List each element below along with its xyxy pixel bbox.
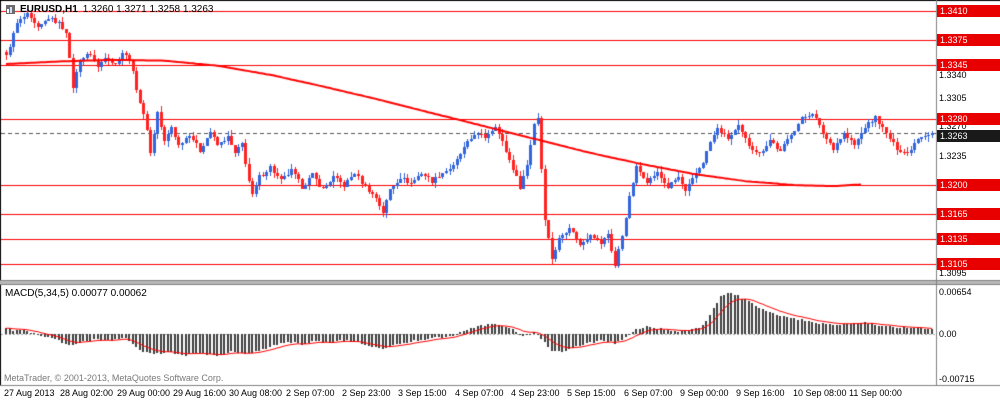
copyright-label: MetaTrader, © 2001-2013, MetaQuotes Soft… <box>4 373 224 383</box>
chart-header: EURUSD,H1 1.3260 1.3271 1.3258 1.3263 <box>6 4 213 15</box>
time-axis-label: 29 Aug 16:00 <box>173 388 227 398</box>
time-axis-label: 2 Sep 07:00 <box>286 388 335 398</box>
ohlc-quote-label: 1.3260 1.3271 1.3258 1.3263 <box>82 4 214 15</box>
time-axis-label: 30 Aug 08:00 <box>229 388 283 398</box>
time-axis-label: 11 Sep 00:00 <box>849 388 902 398</box>
current-price-badge: 1.3263 <box>937 129 1000 142</box>
time-axis-label: 4 Sep 07:00 <box>455 388 504 398</box>
time-axis-label: 28 Aug 02:00 <box>60 388 114 398</box>
macd-axis-min-label: -0.00715 <box>939 373 975 384</box>
macd-indicator-label: MACD(5,34,5) 0.00077 0.00062 <box>5 288 147 299</box>
time-axis-label: 2 Sep 23:00 <box>342 388 391 398</box>
price-level-badge: 1.3345 <box>937 58 1000 71</box>
macd-axis-max-label: 0.00654 <box>939 286 972 297</box>
price-level-badge: 1.3280 <box>937 112 1000 125</box>
price-level-badge: 1.3165 <box>937 208 1000 221</box>
price-level-badge: 1.3375 <box>937 33 1000 46</box>
price-tick-label: 1.3235 <box>939 151 967 162</box>
time-axis-label: 4 Sep 23:00 <box>511 388 560 398</box>
price-level-badge: 1.3135 <box>937 233 1000 246</box>
macd-axis-zero-label: 0.00 <box>939 329 957 339</box>
time-axis-label: 6 Sep 07:00 <box>624 388 673 398</box>
price-level-badge: 1.3105 <box>937 258 1000 271</box>
price-tick-label: 1.3095 <box>939 267 967 278</box>
time-axis-label: 9 Sep 16:00 <box>736 388 785 398</box>
time-axis-label: 29 Aug 00:00 <box>117 388 171 398</box>
price-tick-label: 1.3305 <box>939 93 967 104</box>
price-level-badge: 1.3200 <box>937 179 1000 192</box>
chart-symbol-icon <box>6 5 15 14</box>
symbol-timeframe-label: EURUSD,H1 <box>20 4 78 15</box>
time-axis-label: 3 Sep 15:00 <box>398 388 447 398</box>
price-level-badge: 1.3410 <box>937 4 1000 17</box>
time-axis-label: 10 Sep 08:00 <box>793 388 847 398</box>
time-axis-label: 27 Aug 2013 <box>4 388 55 398</box>
price-tick-label: 1.3270 <box>939 121 967 132</box>
time-axis-label: 5 Sep 15:00 <box>567 388 616 398</box>
price-tick-label: 1.3340 <box>939 69 967 80</box>
time-axis-label: 9 Sep 00:00 <box>680 388 729 398</box>
